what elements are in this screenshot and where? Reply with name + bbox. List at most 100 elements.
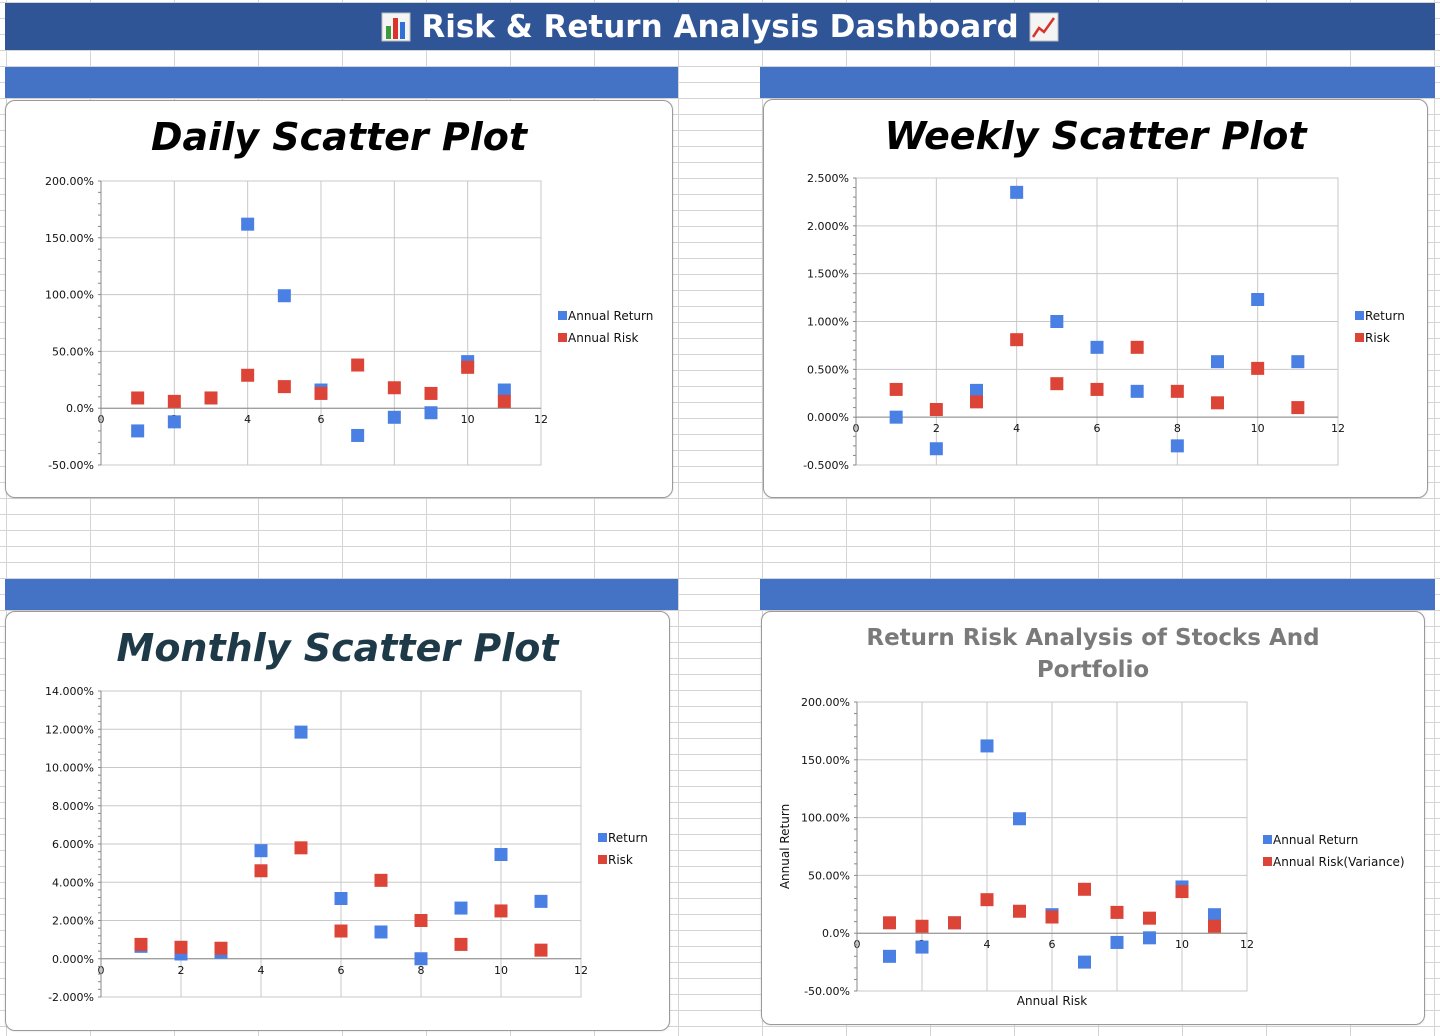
data-point [915,940,929,954]
x-tick-label: 10 [494,964,508,977]
y-tick-label: 0.0% [822,927,850,940]
x-tick-label: 6 [1049,938,1056,951]
data-point [204,391,218,405]
legend-swatch [598,855,607,864]
x-tick-label: 4 [244,413,251,426]
x-tick-label: 10 [1251,422,1265,435]
data-point [534,943,548,957]
data-point [1211,396,1224,410]
bar-chart-icon [381,12,411,42]
data-point [454,901,468,915]
x-tick-label: 12 [574,964,588,977]
chart-title: Daily Scatter Plot [151,115,527,159]
data-point [929,442,943,456]
data-point [1208,919,1221,933]
data-point [334,892,348,906]
x-tick-label: 12 [1240,938,1254,951]
data-point [970,383,983,397]
legend-swatch [1263,857,1272,866]
data-point [948,916,961,930]
x-tick-label: 4 [258,964,265,977]
data-point [883,949,896,963]
data-point [1291,355,1305,369]
legend-label: Annual Risk [568,331,638,345]
x-tick-label: 6 [318,413,325,426]
legend-swatch [1263,835,1272,844]
x-axis-title: Annual Risk [1017,994,1087,1008]
x-tick-label: 8 [1174,422,1181,435]
data-point [167,394,181,408]
band-daily [5,67,678,98]
chart-title: Return Risk Analysis of Stocks And Portf… [866,625,1320,683]
data-point [414,952,428,966]
data-point [167,415,181,429]
y-tick-label: 200.00% [45,175,94,188]
data-point [1143,911,1156,925]
legend-swatch [1355,333,1364,342]
data-point [131,391,145,405]
data-point [454,937,468,951]
data-point [277,380,291,394]
data-point [980,739,994,753]
legend-swatch [558,333,567,342]
data-point [1013,904,1026,918]
legend-label: Return [1365,309,1405,323]
y-tick-label: 200.00% [801,696,850,709]
data-point [1143,931,1156,945]
y-tick-label: 8.000% [52,800,94,813]
y-tick-label: -2.000% [48,991,94,1004]
data-point [497,394,511,408]
data-point [1211,355,1224,369]
legend-label: Annual Risk(Variance) [1273,855,1405,869]
x-tick-label: 2 [178,964,185,977]
data-point [1050,377,1064,391]
weekly-scatter-svg: 024681012-0.500%0.000%0.500%1.000%1.500%… [803,172,1405,472]
y-tick-label: 150.00% [801,754,850,767]
legend-label: Annual Return [1273,833,1358,847]
data-point [1170,439,1184,453]
data-point [889,410,903,424]
data-point [497,383,511,397]
data-point [387,410,401,424]
x-tick-label: 10 [461,413,475,426]
y-tick-label: 2.000% [52,915,94,928]
data-point [424,386,438,400]
y-tick-label: 100.00% [45,289,94,302]
data-point [241,217,255,231]
data-point [334,924,348,938]
data-point [461,360,475,374]
data-point [351,358,365,372]
data-point [214,941,228,955]
legend-label: Risk [608,853,633,867]
monthly-chart-panel: Monthly Scatter Plot 024681012-2.000%0.0… [5,611,670,1031]
x-tick-label: 6 [1094,422,1101,435]
data-point [889,382,903,396]
data-point [1170,384,1184,398]
legend-swatch [558,311,567,320]
data-point [414,914,428,927]
y-tick-label: 10.000% [45,762,94,775]
data-point [1110,935,1124,949]
x-tick-label: 4 [984,938,991,951]
x-tick-label: 6 [338,964,345,977]
chart-title: Weekly Scatter Plot [884,114,1307,158]
y-tick-label: 2.500% [807,172,849,185]
y-tick-label: 0.0% [66,402,94,415]
legend-label: Return [608,831,648,845]
y-tick-label: 50.00% [808,869,850,882]
data-point [374,925,388,939]
y-tick-label: -50.00% [48,459,94,472]
dashboard-title: Risk & Return Analysis Dashboard [421,8,1019,45]
data-point [1078,955,1091,969]
data-point [174,940,188,954]
y-tick-label: 50.00% [52,345,94,358]
y-tick-label: 4.000% [52,876,94,889]
data-point [314,386,328,400]
data-point [1175,885,1189,899]
band-monthly [5,579,678,610]
data-point [1045,910,1059,924]
data-point [294,841,308,855]
x-tick-label: 2 [933,422,940,435]
y-tick-label: 1.500% [807,268,849,281]
data-point [494,848,508,862]
